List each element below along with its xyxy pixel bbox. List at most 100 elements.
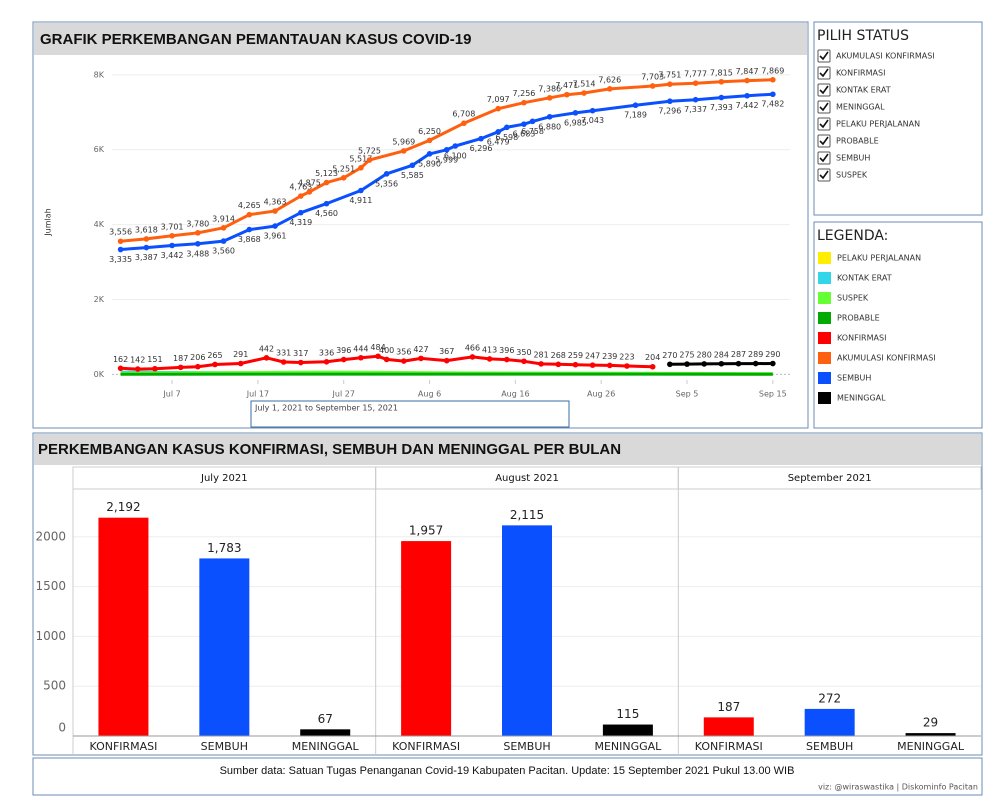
filter-option[interactable]: KONFIRMASI <box>836 69 885 78</box>
bar-title: PERKEMBANGAN KASUS KONFIRMASI, SEMBUH DA… <box>38 441 621 458</box>
point <box>590 108 596 114</box>
point <box>744 93 750 99</box>
point <box>384 171 390 177</box>
data-label: 268 <box>551 351 566 360</box>
filter-option[interactable]: PELAKU PERJALANAN <box>836 120 920 129</box>
point <box>169 233 175 239</box>
point <box>573 362 579 368</box>
legend-label: AKUMULASI KONFIRMASI <box>837 354 936 363</box>
data-label: 7,393 <box>710 103 733 112</box>
facet-label: September 2021 <box>788 473 872 484</box>
point <box>358 165 364 171</box>
y-tick-label: 0 <box>58 721 66 735</box>
data-label: 3,556 <box>109 228 132 237</box>
checkbox[interactable] <box>818 67 830 79</box>
x-tick-label: MENINGGAL <box>292 740 360 753</box>
data-label: 3,335 <box>109 255 132 264</box>
point <box>212 362 218 368</box>
checkbox[interactable] <box>818 152 830 164</box>
point <box>427 151 433 157</box>
x-tick-label: KONFIRMASI <box>392 740 460 753</box>
point <box>324 201 330 207</box>
filter-option[interactable]: MENINGGAL <box>836 103 885 112</box>
data-label: 259 <box>568 351 583 360</box>
checkbox[interactable] <box>818 135 830 147</box>
data-label: 331 <box>276 348 291 357</box>
data-label: 29 <box>923 716 938 730</box>
bar <box>603 725 653 736</box>
filter-option[interactable]: AKUMULASI KONFIRMASI <box>836 52 935 61</box>
point <box>573 110 579 116</box>
checkbox[interactable] <box>818 101 830 113</box>
checkbox[interactable] <box>818 118 830 130</box>
point <box>221 238 227 244</box>
point <box>744 78 750 84</box>
point <box>144 236 150 242</box>
point <box>221 225 227 231</box>
x-tick-label: SEMBUH <box>201 740 248 753</box>
x-tick-label: KONFIRMASI <box>89 740 157 753</box>
x-tick-label: Sep 5 <box>676 390 699 399</box>
x-tick-label: Jul 27 <box>332 390 355 399</box>
checkbox[interactable] <box>818 169 830 181</box>
data-label: 356 <box>396 348 411 357</box>
point <box>135 366 141 372</box>
bar <box>300 729 350 736</box>
data-label: 204 <box>645 353 660 362</box>
legend-label: SUSPEK <box>837 294 869 303</box>
legend-label: PROBABLE <box>837 314 880 323</box>
data-label: 3,560 <box>212 247 235 256</box>
point <box>410 162 416 168</box>
point <box>418 356 424 362</box>
point <box>487 356 493 362</box>
checkbox[interactable] <box>818 50 830 62</box>
point <box>667 81 673 87</box>
bar <box>199 558 249 736</box>
data-label: 284 <box>714 350 729 359</box>
data-label: 400 <box>379 346 394 355</box>
point <box>272 223 278 229</box>
data-label: 4,875 <box>298 178 321 187</box>
data-label: 7,777 <box>684 70 707 79</box>
data-label: 187 <box>717 700 740 714</box>
x-tick-label: Aug 26 <box>587 390 615 399</box>
filter-option[interactable]: SUSPEK <box>836 171 868 180</box>
data-label: 6,100 <box>444 151 467 160</box>
filter-option[interactable]: KONTAK ERAT <box>836 86 891 95</box>
point <box>547 114 553 120</box>
point <box>298 210 304 216</box>
point <box>667 361 673 367</box>
y-tick-label: 6K <box>94 145 105 154</box>
point <box>650 83 656 89</box>
filter-option[interactable]: SEMBUH <box>836 154 870 163</box>
point <box>358 355 364 361</box>
data-label: 5,356 <box>375 179 398 188</box>
filter-option[interactable]: PROBABLE <box>836 137 879 146</box>
point <box>358 188 364 194</box>
data-label: 1,957 <box>409 524 443 538</box>
data-label: 289 <box>748 350 763 359</box>
checkbox[interactable] <box>818 84 830 96</box>
point <box>444 358 450 364</box>
point <box>521 100 527 106</box>
point <box>470 354 476 360</box>
data-label: 7,514 <box>573 80 596 89</box>
point <box>341 175 347 181</box>
point <box>341 357 347 363</box>
point <box>624 363 630 369</box>
y-tick-label: 1500 <box>35 579 66 593</box>
data-label: 7,043 <box>581 116 604 125</box>
data-label: 281 <box>533 350 548 359</box>
point <box>178 365 184 371</box>
point <box>504 125 510 131</box>
x-tick-label: Aug 16 <box>501 390 529 399</box>
date-range[interactable]: July 1, 2021 to September 15, 2021 <box>254 404 398 413</box>
x-tick-label: Jul 17 <box>246 390 269 399</box>
data-label: 272 <box>818 691 841 705</box>
footer-source: Sumber data: Satuan Tugas Penanganan Cov… <box>220 765 795 777</box>
data-label: 396 <box>499 346 514 355</box>
y-tick-label: 0K <box>94 370 105 379</box>
legend-label: MENINGGAL <box>837 394 886 403</box>
bar <box>704 717 754 736</box>
legend-label: KONTAK ERAT <box>837 274 892 283</box>
